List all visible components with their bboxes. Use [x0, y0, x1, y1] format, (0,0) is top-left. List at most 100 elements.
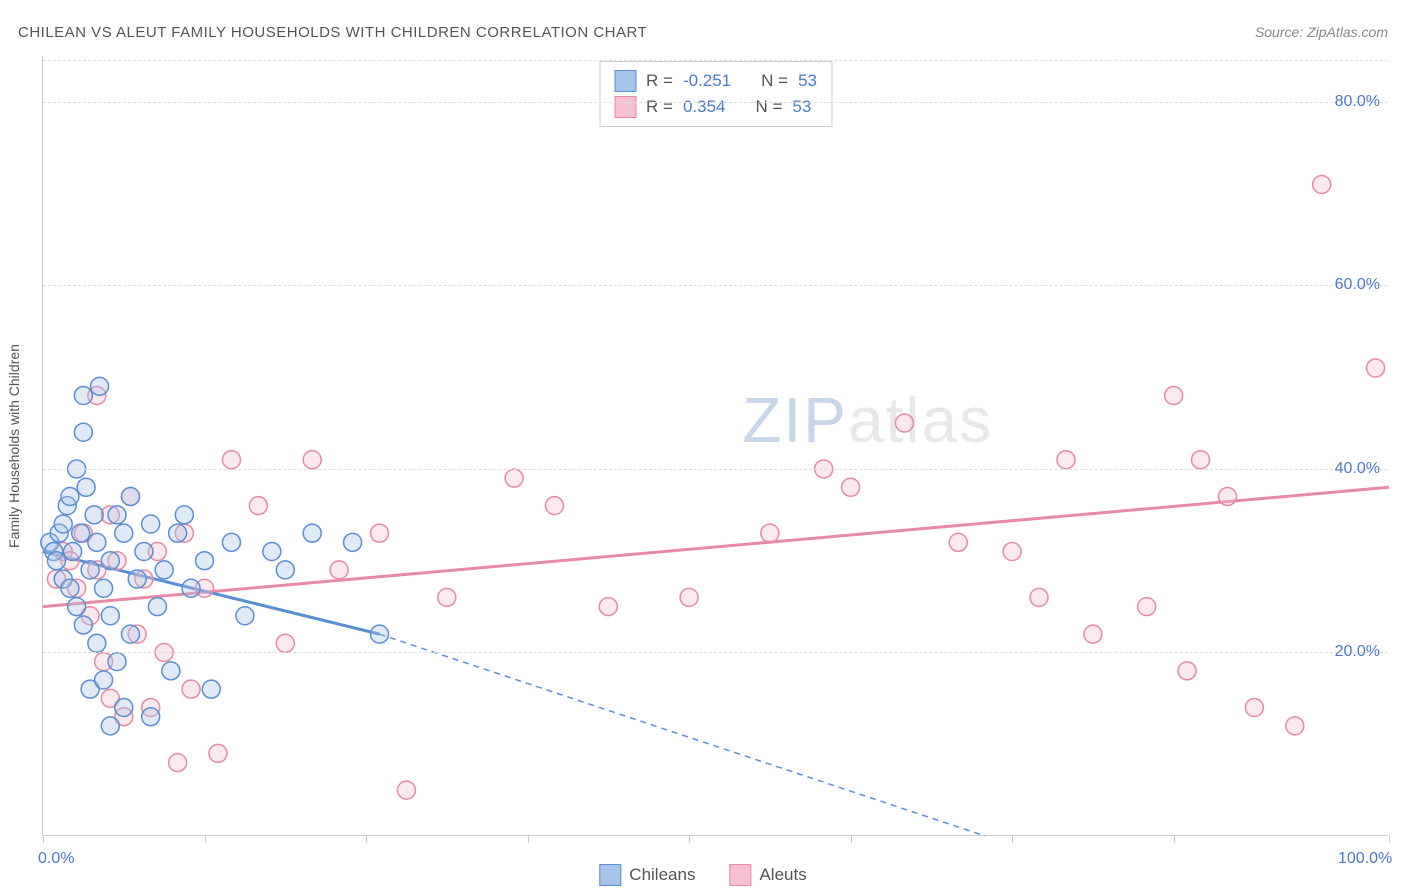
trendline-chileans-dashed [380, 634, 986, 836]
chart-title: CHILEAN VS ALEUT FAMILY HOUSEHOLDS WITH … [18, 24, 647, 41]
point-chileans [108, 506, 126, 524]
point-chileans [77, 478, 95, 496]
point-aleuts [397, 781, 415, 799]
point-chileans [95, 671, 113, 689]
point-aleuts [1003, 543, 1021, 561]
source-attribution: Source: ZipAtlas.com [1255, 24, 1388, 40]
point-chileans [68, 598, 86, 616]
point-chileans [182, 579, 200, 597]
point-aleuts [1192, 451, 1210, 469]
point-chileans [101, 717, 119, 735]
point-aleuts [895, 414, 913, 432]
point-aleuts [1030, 588, 1048, 606]
y-axis-label: Family Households with Children [6, 344, 22, 548]
legend-item-aleuts: Aleuts [729, 864, 806, 886]
legend-swatch-aleuts [729, 864, 751, 886]
point-chileans [371, 625, 389, 643]
point-aleuts [303, 451, 321, 469]
point-aleuts [1313, 175, 1331, 193]
gridline-h [43, 60, 1388, 61]
point-aleuts [438, 588, 456, 606]
point-chileans [74, 387, 92, 405]
point-aleuts [371, 524, 389, 542]
point-chileans [115, 699, 133, 717]
point-chileans [101, 552, 119, 570]
xtick [205, 835, 206, 843]
point-chileans [121, 625, 139, 643]
xtick-label-max: 100.0% [1338, 850, 1392, 868]
point-chileans [263, 543, 281, 561]
point-chileans [101, 607, 119, 625]
plot-area: ZIPatlas R = -0.251 N = 53 R = 0.354 N =… [42, 56, 1388, 836]
point-aleuts [222, 451, 240, 469]
gridline-h [43, 469, 1388, 470]
xtick [366, 835, 367, 843]
point-chileans [202, 680, 220, 698]
point-chileans [142, 515, 160, 533]
point-aleuts [249, 497, 267, 515]
point-chileans [74, 616, 92, 634]
point-chileans [155, 561, 173, 579]
point-chileans [236, 607, 254, 625]
point-aleuts [276, 634, 294, 652]
point-chileans [303, 524, 321, 542]
gridline-h [43, 652, 1388, 653]
point-aleuts [1367, 359, 1385, 377]
legend-label-chileans: Chileans [629, 865, 695, 885]
point-aleuts [1084, 625, 1102, 643]
point-chileans [81, 561, 99, 579]
xtick [1012, 835, 1013, 843]
point-aleuts [505, 469, 523, 487]
point-chileans [64, 543, 82, 561]
point-aleuts [1138, 598, 1156, 616]
point-chileans [135, 543, 153, 561]
legend-swatch-chileans [599, 864, 621, 886]
point-aleuts [545, 497, 563, 515]
gridline-h [43, 102, 1388, 103]
point-chileans [54, 515, 72, 533]
point-chileans [108, 653, 126, 671]
point-chileans [115, 524, 133, 542]
xtick [851, 835, 852, 843]
point-chileans [276, 561, 294, 579]
xtick [43, 835, 44, 843]
gridline-h [43, 285, 1388, 286]
point-aleuts [1286, 717, 1304, 735]
point-aleuts [1165, 387, 1183, 405]
point-chileans [85, 506, 103, 524]
scatter-svg [43, 56, 1388, 835]
point-chileans [88, 634, 106, 652]
point-chileans [88, 533, 106, 551]
xtick [1389, 835, 1390, 843]
ytick-label: 40.0% [1335, 460, 1380, 478]
point-chileans [121, 487, 139, 505]
trendline-aleuts [43, 487, 1389, 606]
legend-item-chileans: Chileans [599, 864, 695, 886]
point-chileans [61, 579, 79, 597]
point-chileans [47, 552, 65, 570]
point-aleuts [1218, 487, 1236, 505]
point-aleuts [1245, 699, 1263, 717]
point-chileans [95, 579, 113, 597]
point-aleuts [842, 478, 860, 496]
point-chileans [142, 708, 160, 726]
point-aleuts [680, 588, 698, 606]
point-aleuts [1178, 662, 1196, 680]
point-chileans [344, 533, 362, 551]
ytick-label: 80.0% [1335, 93, 1380, 111]
legend-bottom: Chileans Aleuts [599, 864, 806, 886]
xtick [1174, 835, 1175, 843]
point-aleuts [1057, 451, 1075, 469]
point-aleuts [209, 744, 227, 762]
xtick-label-min: 0.0% [38, 850, 74, 868]
xtick [528, 835, 529, 843]
xtick [689, 835, 690, 843]
point-chileans [222, 533, 240, 551]
ytick-label: 60.0% [1335, 276, 1380, 294]
point-chileans [91, 377, 109, 395]
ytick-label: 20.0% [1335, 643, 1380, 661]
point-chileans [169, 524, 187, 542]
point-chileans [72, 524, 90, 542]
point-aleuts [182, 680, 200, 698]
point-chileans [196, 552, 214, 570]
